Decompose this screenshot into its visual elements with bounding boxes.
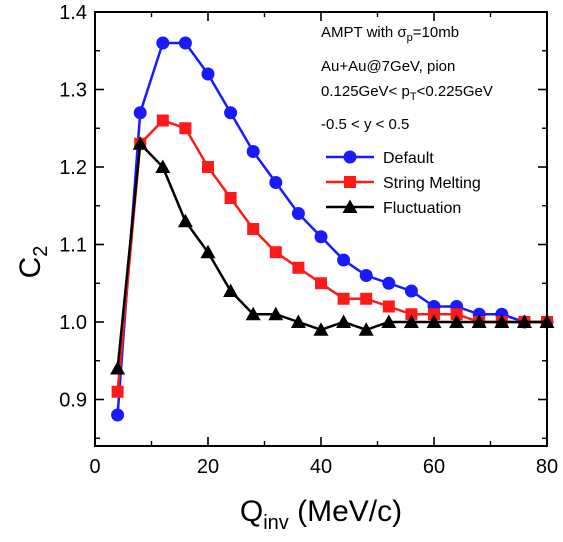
y-axis-title: C2	[14, 246, 52, 279]
x-tick-label: 60	[423, 456, 445, 478]
data-point	[404, 284, 418, 298]
data-point	[360, 292, 373, 305]
data-point	[426, 314, 442, 328]
data-point	[200, 244, 216, 259]
data-point	[449, 314, 465, 328]
data-point	[494, 314, 510, 328]
y-tick-label: 1.2	[59, 157, 87, 179]
series-fluctuation	[110, 136, 555, 375]
legend-label: String Melting	[383, 175, 481, 192]
data-point	[156, 114, 169, 127]
y-tick-label: 1.1	[59, 235, 87, 257]
data-point	[516, 314, 532, 328]
data-point	[246, 145, 260, 158]
data-point	[405, 308, 418, 321]
series-line	[116, 119, 547, 392]
data-point	[156, 36, 170, 50]
series-default	[111, 36, 554, 422]
data-point	[315, 277, 327, 290]
x-tick-label: 40	[310, 456, 332, 478]
data-point	[403, 314, 419, 328]
data-point	[269, 246, 282, 259]
data-point	[155, 159, 171, 173]
data-point	[313, 322, 329, 336]
x-tick-label: 20	[197, 456, 219, 478]
data-point	[268, 306, 284, 321]
series-line	[116, 140, 547, 369]
legend-marker	[343, 150, 357, 164]
y-tick-label: 1.3	[59, 80, 87, 102]
data-point	[178, 36, 192, 50]
data-point	[110, 361, 126, 375]
data-point	[202, 161, 214, 173]
data-point	[359, 269, 373, 282]
data-point	[111, 385, 124, 398]
legend-marker	[344, 176, 356, 188]
axes: 0 20 40 60 80 0.9 1.0 1.1 1.2 1.3 1.4	[59, 2, 558, 478]
data-point	[292, 261, 305, 274]
legend-marker	[342, 199, 358, 213]
data-point	[314, 230, 328, 244]
data-point	[337, 253, 351, 267]
annotation-rapidity: -0.5 < y < 0.5	[321, 116, 409, 133]
data-point	[291, 207, 305, 220]
x-tick-label: 80	[536, 456, 558, 478]
data-point	[245, 306, 261, 321]
data-point	[269, 176, 283, 189]
data-point	[336, 314, 352, 328]
data-point	[224, 106, 238, 120]
data-point	[111, 408, 125, 422]
data-point	[201, 67, 215, 81]
data-point	[382, 276, 396, 290]
plot-frame	[94, 11, 548, 447]
data-point	[471, 314, 487, 328]
y-tick-label: 0.9	[59, 390, 87, 412]
data-point	[224, 192, 237, 204]
legend-label: Fluctuation	[383, 200, 461, 217]
data-point	[358, 322, 374, 336]
data-point	[450, 308, 463, 321]
data-point	[132, 136, 148, 150]
data-point	[428, 308, 440, 321]
legend: Default String Melting Fluctuation	[326, 150, 481, 217]
legend-item: Default	[326, 150, 434, 167]
x-tick-label: 0	[89, 456, 100, 478]
data-point	[381, 314, 397, 328]
annotation-model: AMPT with σp=10mb	[321, 24, 459, 44]
y-tick-label: 1.4	[59, 2, 87, 24]
data-point	[133, 106, 147, 120]
x-axis-title: Qinv (MeV/c)	[240, 495, 402, 534]
legend-item: Fluctuation	[326, 199, 461, 217]
data-point	[177, 213, 193, 228]
annotation-pt-range: 0.125GeV< pT<0.225GeV	[321, 83, 493, 103]
data-point	[223, 283, 239, 297]
legend-label: Default	[383, 150, 434, 167]
legend-item: String Melting	[326, 175, 481, 192]
data-point	[290, 314, 306, 328]
y-tick-label: 1.0	[59, 312, 87, 334]
series-string-melting	[111, 114, 553, 398]
data-point	[337, 292, 350, 305]
data-point	[179, 122, 192, 135]
plot-marks	[110, 36, 555, 422]
data-point	[382, 300, 395, 313]
data-point	[247, 223, 260, 235]
annotation-system: Au+Au@7GeV, pion	[321, 58, 455, 75]
